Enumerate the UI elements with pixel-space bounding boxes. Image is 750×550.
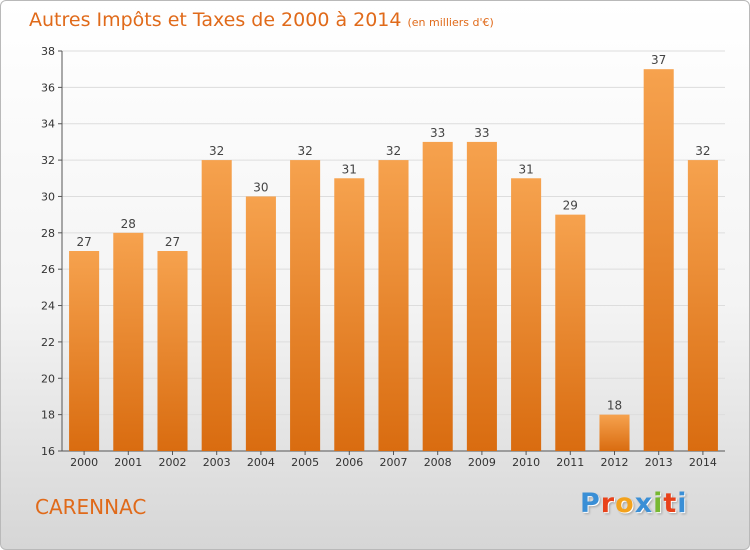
bar bbox=[245, 196, 276, 451]
y-tick-label: 34 bbox=[41, 118, 55, 131]
x-tick-label: 2000 bbox=[70, 456, 98, 469]
bar-value-label: 31 bbox=[342, 162, 357, 176]
x-tick-label: 2005 bbox=[291, 456, 319, 469]
y-tick-label: 38 bbox=[41, 45, 55, 58]
bar bbox=[113, 232, 144, 451]
y-tick-label: 16 bbox=[41, 445, 55, 458]
city-name: CARENNAC bbox=[35, 495, 147, 519]
x-tick-label: 2009 bbox=[468, 456, 496, 469]
y-tick-label: 22 bbox=[41, 336, 55, 349]
y-tick-label: 24 bbox=[41, 300, 55, 313]
bar bbox=[157, 251, 188, 451]
bar-value-label: 29 bbox=[563, 199, 578, 213]
bar bbox=[687, 160, 718, 451]
brand-letter: o bbox=[615, 488, 635, 519]
bar bbox=[69, 251, 100, 451]
bar-value-label: 32 bbox=[386, 144, 401, 158]
x-tick-label: 2011 bbox=[556, 456, 584, 469]
x-tick-label: 2002 bbox=[159, 456, 187, 469]
y-tick-label: 26 bbox=[41, 263, 55, 276]
x-tick-label: 2014 bbox=[689, 456, 717, 469]
chart-title-text: Autres Impôts et Taxes de 2000 à 2014 bbox=[29, 9, 402, 31]
brand-letter: r bbox=[600, 488, 616, 519]
x-tick-label: 2013 bbox=[645, 456, 673, 469]
bar bbox=[555, 214, 586, 451]
bar bbox=[201, 160, 232, 451]
bar-value-label: 30 bbox=[253, 180, 268, 194]
bar-value-label: 33 bbox=[430, 126, 445, 140]
x-tick-label: 2004 bbox=[247, 456, 275, 469]
y-tick-label: 30 bbox=[41, 190, 55, 203]
y-tick-label: 36 bbox=[41, 81, 55, 94]
y-tick-label: 32 bbox=[41, 154, 55, 167]
y-tick-label: 28 bbox=[41, 227, 55, 240]
bar bbox=[422, 141, 453, 451]
x-tick-label: 2012 bbox=[601, 456, 629, 469]
bar bbox=[378, 160, 409, 451]
bar bbox=[466, 141, 497, 451]
x-tick-label: 2003 bbox=[203, 456, 231, 469]
bar-value-label: 27 bbox=[165, 235, 180, 249]
brand-letter: x bbox=[634, 488, 654, 519]
bar-value-label: 27 bbox=[76, 235, 91, 249]
chart-subtitle: (en milliers d'€) bbox=[407, 16, 494, 29]
x-tick-label: 2006 bbox=[335, 456, 363, 469]
bar bbox=[334, 178, 365, 452]
bar bbox=[290, 160, 321, 451]
bar-value-label: 32 bbox=[297, 144, 312, 158]
bar-value-label: 32 bbox=[209, 144, 224, 158]
bar-value-label: 32 bbox=[695, 144, 710, 158]
brand-letter: i bbox=[677, 488, 688, 519]
bar-value-label: 33 bbox=[474, 126, 489, 140]
bar bbox=[643, 69, 674, 451]
y-tick-label: 20 bbox=[41, 372, 55, 385]
proxiti-logo: Proxiti bbox=[580, 488, 688, 519]
y-tick-label: 18 bbox=[41, 409, 55, 422]
bar-value-label: 37 bbox=[651, 53, 666, 67]
bar-value-label: 18 bbox=[607, 399, 622, 413]
brand-letter: t bbox=[663, 488, 678, 519]
bar-value-label: 31 bbox=[518, 162, 533, 176]
x-tick-label: 2007 bbox=[380, 456, 408, 469]
x-tick-label: 2010 bbox=[512, 456, 540, 469]
brand-letter: i bbox=[653, 488, 664, 519]
chart-title: Autres Impôts et Taxes de 2000 à 2014 (en… bbox=[29, 9, 494, 31]
bar bbox=[599, 414, 630, 451]
brand-letter: P bbox=[580, 488, 601, 519]
bar-value-label: 28 bbox=[121, 217, 136, 231]
bar bbox=[511, 178, 542, 452]
x-tick-label: 2008 bbox=[424, 456, 452, 469]
x-tick-label: 2001 bbox=[114, 456, 142, 469]
